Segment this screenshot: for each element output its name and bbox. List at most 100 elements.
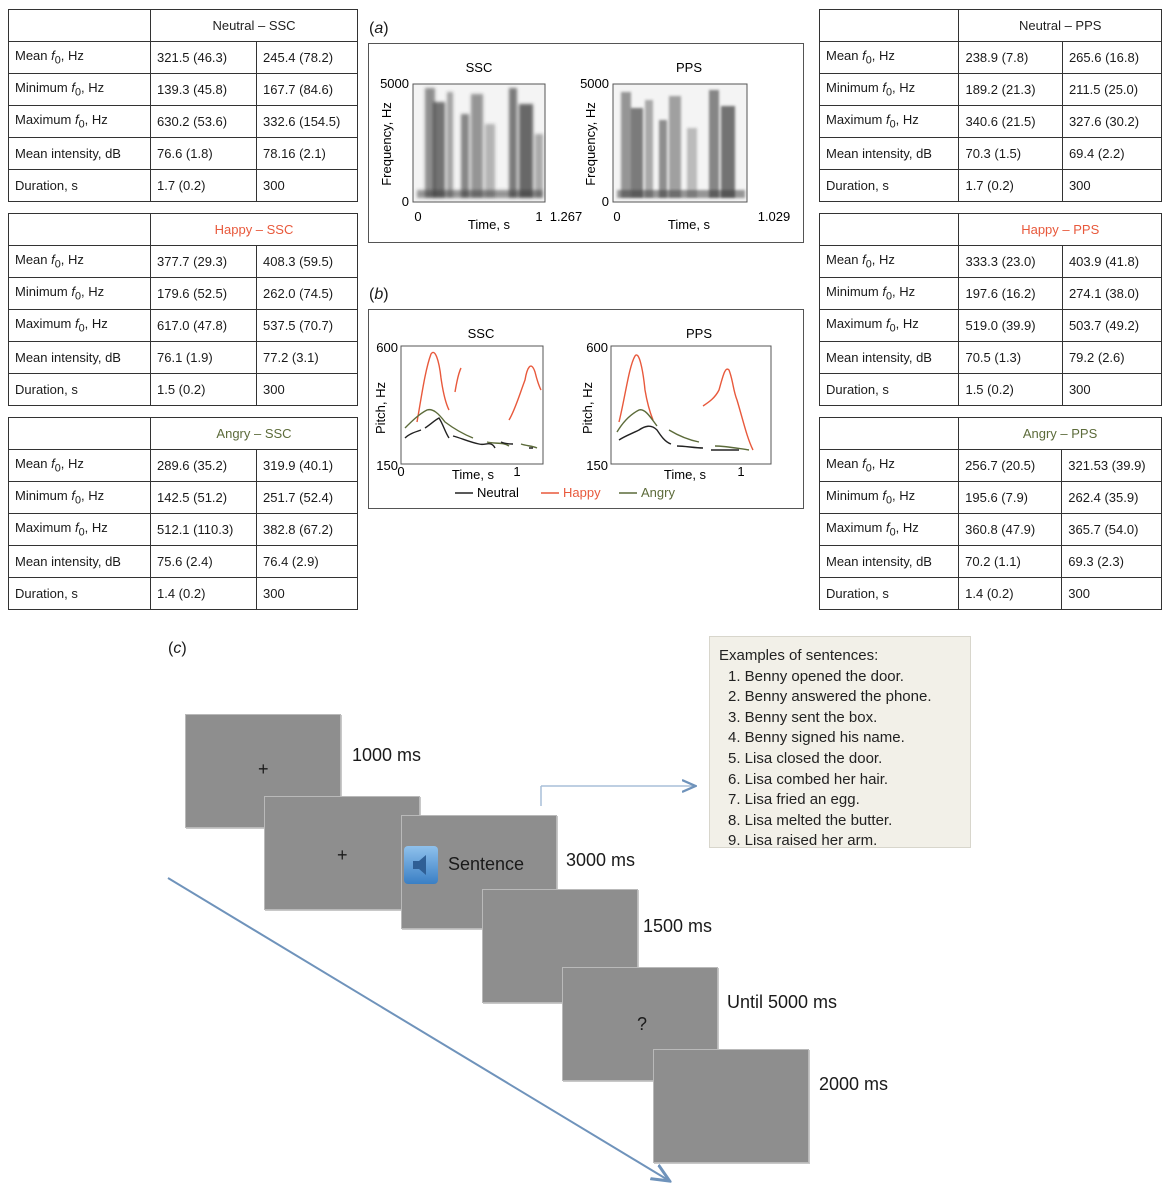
ssc-spectrogram: SSC 5000 0 Frequency, Hz 0 Time, s 1 1.2… [379,60,582,232]
fixation-cross: + [337,845,348,865]
stat-cell: 265.6 (16.8) [1061,41,1162,74]
panel-a-figure: SSC 5000 0 Frequency, Hz 0 Time, s 1 1.2… [368,43,804,243]
ssc-pitch-x-start: 0 [397,464,404,479]
example-sentence: 8. Lisa melted the butter. [728,811,893,829]
table-row: Mean intensity, dB 70.2 (1.1) 69.3 (2.3) [818,545,1162,578]
table-row: Mean f0, Hz 377.7 (29.3) 408.3 (59.5) [8,245,358,278]
sentence-label: Sentence [448,854,525,874]
stat-cell: 76.4 (2.9) [256,545,358,578]
duration-iti: 2000 ms [819,1074,889,1094]
ssc-x-end: 1.267 [550,209,583,224]
table-row: Duration, s 1.5 (0.2) 300 [8,373,358,406]
ssc-pitch-y-top: 600 [376,340,398,355]
row-label: Mean intensity, dB [818,545,960,578]
ssc-pitch-y-bottom: 150 [376,458,398,473]
legend-happy: Happy [563,485,601,500]
example-sentence: 5. Lisa closed the door. [728,749,883,767]
stats-table-happy: Happy – SSC Mean f0, Hz 377.7 (29.3) 408.3 … [8,213,358,406]
question-mark: ? [637,1014,648,1034]
stat-cell: 262.4 (35.9) [1061,481,1162,514]
stat-cell: 300 [1061,577,1162,610]
table-row: Mean intensity, dB 70.5 (1.3) 79.2 (2.6) [818,341,1162,374]
pitch-legend: Neutral Happy Angry [455,485,675,500]
ssc-pitch-x-label: Time, s [452,467,495,482]
stat-cell: 139.3 (45.8) [150,73,257,106]
ssc-pitch-title: SSC [468,326,495,341]
example-sentence: 7. Lisa fried an egg. [728,791,860,809]
pps-spectrogram-title: PPS [676,60,702,75]
stat-cell: 300 [1061,373,1162,406]
table-row: Minimum f0, Hz 189.2 (21.3) 211.5 (25.0) [818,73,1162,106]
stat-cell: 1.4 (0.2) [958,577,1063,610]
row-label: Duration, s [818,169,960,202]
example-sentence: 9. Lisa raised her arm. [728,832,878,850]
ssc-y-top: 5000 [380,76,409,91]
row-label: Mean intensity, dB [818,137,960,170]
stat-cell: 245.4 (78.2) [256,41,358,74]
panel-c-label: (c) [168,640,187,657]
panel-a-label: (a) [369,20,389,37]
example-sentence: 3. Benny sent the box. [728,708,878,726]
row-label: Maximum f0, Hz [8,309,151,342]
table-row: Mean intensity, dB 70.3 (1.5) 69.4 (2.2) [818,137,1162,170]
speaker-icon [404,846,438,884]
table-row: Minimum f0, Hz 139.3 (45.8) 167.7 (84.6) [8,73,358,106]
stat-cell: 1.7 (0.2) [958,169,1063,202]
ssc-pitch-plot: SSC 600 150 Pitch, Hz 0 Time, s 1 [373,326,544,482]
stats-table-angry: Angry – SSC Mean f0, Hz 289.6 (35.2) 319.9 … [8,417,358,610]
table-row: Minimum f0, Hz 195.6 (7.9) 262.4 (35.9) [818,481,1162,514]
table-row: Minimum f0, Hz 142.5 (51.2) 251.7 (52.4) [8,481,358,514]
ssc-pitch-x-end: 1 [513,464,520,479]
stat-cell: 274.1 (38.0) [1061,277,1162,310]
panel-b-figure: SSC 600 150 Pitch, Hz 0 Time, s 1 PPS 60… [368,309,804,509]
row-label: Mean f0, Hz [8,245,151,278]
table-row: Duration, s 1.5 (0.2) 300 [818,373,1162,406]
row-label: Mean f0, Hz [818,41,960,74]
stat-cell: 1.5 (0.2) [958,373,1063,406]
duration-fixation: 1000 ms [352,745,422,765]
row-label: Duration, s [818,577,960,610]
fixation-cross: + [258,759,269,779]
iti-screen [653,1049,809,1163]
example-sentence: 2. Benny answered the phone. [728,688,932,706]
table-title: Angry – PPS [958,417,1162,450]
example-sentence: 1. Benny opened the door. [728,667,904,685]
stat-cell: 321.5 (46.3) [150,41,257,74]
table-row: Mean f0, Hz 333.3 (23.0) 403.9 (41.8) [818,245,1162,278]
stat-cell: 197.6 (16.2) [958,277,1063,310]
stat-cell: 142.5 (51.2) [150,481,257,514]
table-row: Duration, s 1.7 (0.2) 300 [8,169,358,202]
legend-angry: Angry [641,485,675,500]
stat-cell: 537.5 (70.7) [256,309,358,342]
stat-cell: 195.6 (7.9) [958,481,1063,514]
table-row: Minimum f0, Hz 179.6 (52.5) 262.0 (74.5) [8,277,358,310]
pps-y-bottom: 0 [602,194,609,209]
row-label: Duration, s [818,373,960,406]
stat-cell: 300 [256,169,358,202]
stat-cell: 1.7 (0.2) [150,169,257,202]
panel-b-label: (b) [369,286,389,303]
ssc-y-bottom: 0 [402,194,409,209]
table-title: Happy – PPS [958,213,1162,246]
stat-cell: 365.7 (54.0) [1061,513,1162,546]
stat-cell: 211.5 (25.0) [1061,73,1162,106]
table-row: Duration, s 1.4 (0.2) 300 [818,577,1162,610]
stat-cell: 1.5 (0.2) [150,373,257,406]
row-label: Minimum f0, Hz [818,73,960,106]
time-axis-arrow [167,877,668,1180]
row-label: Mean intensity, dB [8,545,151,578]
legend-neutral: Neutral [477,485,519,500]
table-row: Maximum f0, Hz 519.0 (39.9) 503.7 (49.2) [818,309,1162,342]
examples-title: Examples of sentences: [719,647,879,664]
pps-y-label: Frequency, Hz [583,102,598,186]
ssc-pitch-y-label: Pitch, Hz [373,382,388,434]
stat-cell: 332.6 (154.5) [256,105,358,138]
table-corner [818,213,960,246]
row-label: Mean intensity, dB [818,341,960,374]
stat-cell: 76.6 (1.8) [150,137,257,170]
example-sentence: 4. Benny signed his name. [728,729,905,747]
pps-pitch-title: PPS [686,326,712,341]
pitch-figure: SSC 600 150 Pitch, Hz 0 Time, s 1 PPS 60… [373,326,772,500]
stat-cell: 69.3 (2.3) [1061,545,1162,578]
